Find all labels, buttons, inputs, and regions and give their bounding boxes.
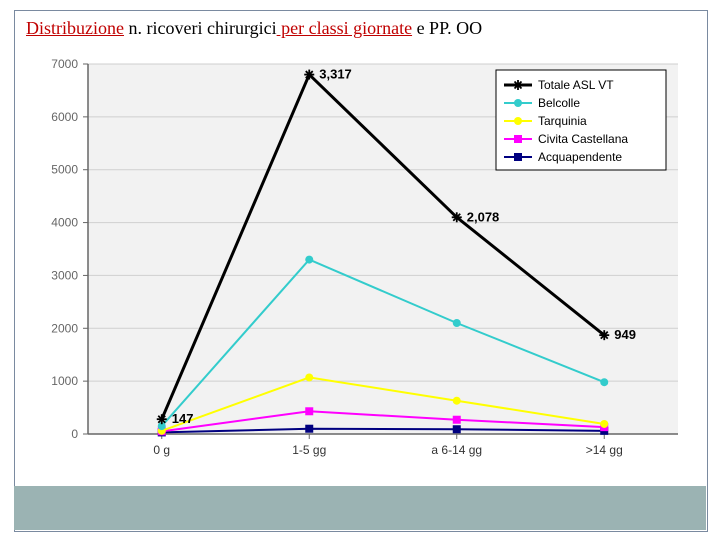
svg-text:3,317: 3,317 <box>319 67 352 82</box>
svg-text:3000: 3000 <box>51 268 78 282</box>
slide-title: Distribuzione n. ricoveri chirurgici per… <box>26 18 700 39</box>
svg-text:7000: 7000 <box>51 57 78 71</box>
svg-text:2000: 2000 <box>51 321 78 335</box>
svg-text:5000: 5000 <box>51 163 78 177</box>
svg-text:0 g: 0 g <box>153 443 170 457</box>
svg-text:147: 147 <box>172 411 194 426</box>
title-part1: Distribuzione <box>26 18 124 38</box>
svg-text:4000: 4000 <box>51 216 78 230</box>
svg-text:Civita Castellana: Civita Castellana <box>538 132 628 146</box>
svg-text:Tarquinia: Tarquinia <box>538 114 587 128</box>
svg-text:Belcolle: Belcolle <box>538 96 580 110</box>
title-part4: e PP. OO <box>412 18 482 38</box>
svg-text:2,078: 2,078 <box>467 209 500 224</box>
svg-text:1000: 1000 <box>51 374 78 388</box>
svg-text:Acquapendente: Acquapendente <box>538 150 622 164</box>
title-part3: per classi giornate <box>277 18 412 38</box>
svg-text:a 6-14 gg: a 6-14 gg <box>431 443 482 457</box>
svg-text:Totale ASL VT: Totale ASL VT <box>538 78 614 92</box>
svg-text:>14 gg: >14 gg <box>586 443 623 457</box>
svg-text:0: 0 <box>71 427 78 441</box>
line-chart: 0 1000 2000 3000 4000 5000 6000 7000 0 g 1-5 gg a … <box>26 52 694 482</box>
title-part2: n. ricoveri chirurgici <box>124 18 277 38</box>
svg-text:6000: 6000 <box>51 110 78 124</box>
svg-text:1-5 gg: 1-5 gg <box>292 443 326 457</box>
footer-band <box>14 486 706 530</box>
svg-text:949: 949 <box>614 327 636 342</box>
